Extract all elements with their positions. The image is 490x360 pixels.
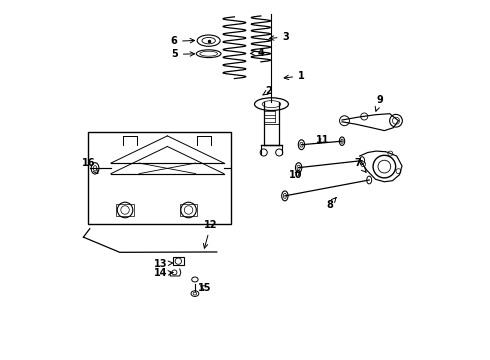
Bar <box>88 132 231 224</box>
Text: 9: 9 <box>375 95 383 111</box>
Text: 12: 12 <box>203 220 218 248</box>
Text: 2: 2 <box>263 86 272 96</box>
Text: 14: 14 <box>154 269 173 279</box>
Text: 6: 6 <box>171 36 195 46</box>
Text: 15: 15 <box>197 283 211 293</box>
Bar <box>180 204 197 216</box>
Text: 5: 5 <box>171 49 195 59</box>
Bar <box>172 257 184 265</box>
Text: 7: 7 <box>355 158 366 172</box>
Text: 8: 8 <box>326 198 336 210</box>
Text: 1: 1 <box>284 71 305 81</box>
Bar <box>116 204 134 216</box>
Text: 13: 13 <box>154 258 173 269</box>
Text: 11: 11 <box>316 135 329 145</box>
Text: 10: 10 <box>290 170 303 180</box>
Text: 3: 3 <box>270 32 289 42</box>
Text: 4: 4 <box>250 48 264 58</box>
Text: 16: 16 <box>82 158 98 174</box>
